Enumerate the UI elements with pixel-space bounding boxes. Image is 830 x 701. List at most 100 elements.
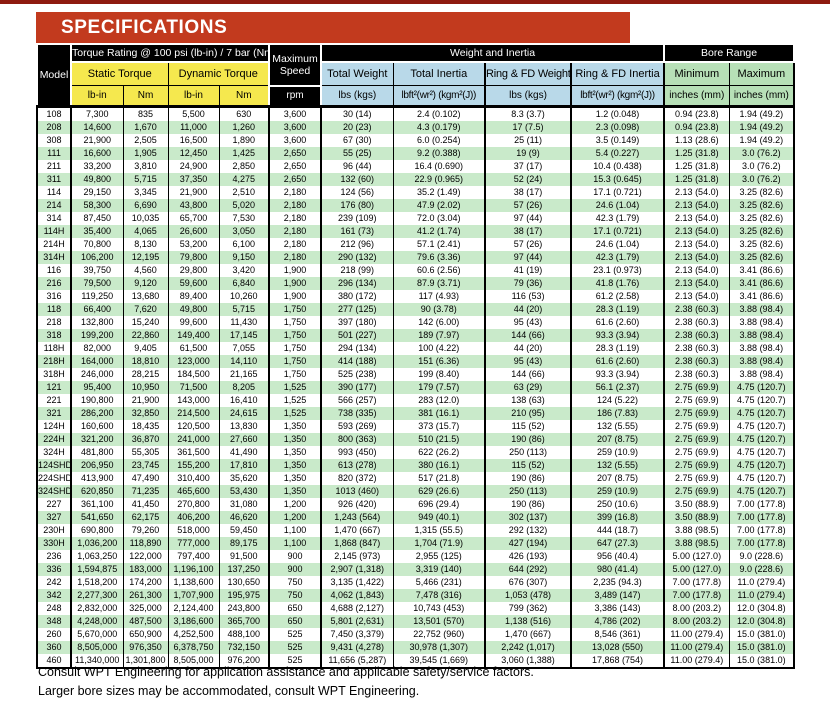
- cell-bore_max: 3.25 (82.6): [728, 224, 795, 238]
- cell-bore_min: 2.38 (60.3): [663, 367, 730, 381]
- cell-rpm: 1,750: [268, 341, 323, 355]
- cell-dynamic_nm: 6,840: [218, 276, 271, 290]
- cell-ring_fd_weight: 210 (95): [484, 406, 573, 420]
- cell-static_nm: 118,890: [122, 536, 169, 550]
- cell-bore_max: 4.75 (120.7): [728, 419, 795, 433]
- cell-total_inertia: 7,478 (316): [392, 588, 487, 602]
- cell-bore_max: 3.41 (86.6): [728, 289, 795, 303]
- cell-bore_max: 7.00 (177.8): [728, 536, 795, 550]
- cell-static_lb_in: 1,594,875: [70, 562, 124, 576]
- cell-bore_min: 11.00 (279.4): [663, 627, 730, 641]
- cell-dynamic_lb_in: 29,800: [167, 263, 220, 277]
- cell-dynamic_lb_in: 5,500: [167, 106, 220, 121]
- cell-rpm: 525: [268, 627, 323, 641]
- table-row: 311 49,800 5,715 37,350 4,275 2,650 132 (60) 22…: [36, 172, 795, 186]
- cell-static_lb_in: 7,300: [70, 106, 124, 121]
- header-weight-and-inertia: Weight and Inertia: [320, 43, 666, 63]
- table-row: 224SHD 413,900 47,490 310,400 35,620 1,350 820…: [36, 471, 795, 485]
- cell-ring_fd_weight: 17 (7.5): [484, 120, 573, 134]
- cell-total_weight: 124 (56): [320, 185, 394, 199]
- cell-static_nm: 976,350: [122, 640, 169, 654]
- cell-dynamic_nm: 4,275: [218, 172, 271, 186]
- cell-model: 218H: [36, 354, 72, 368]
- table-row: 308 21,900 2,505 16,500 1,890 3,600 67 (30) 6.0…: [36, 133, 795, 147]
- cell-static_nm: 15,240: [122, 315, 169, 329]
- cell-model: 342: [36, 588, 72, 602]
- cell-ring_fd_weight: 190 (86): [484, 497, 573, 511]
- cell-ring_fd_weight: 292 (132): [484, 523, 573, 537]
- cell-static_lb_in: 541,650: [70, 510, 124, 524]
- cell-ring_fd_weight: 3,060 (1,388): [484, 653, 573, 668]
- table-row: 216 79,500 9,120 59,600 6,840 1,900 296 (134) 8…: [36, 276, 795, 290]
- cell-dynamic_nm: 59,450: [218, 523, 271, 537]
- cell-total_weight: 132 (60): [320, 172, 394, 186]
- unit-dynamic-lb-in: lb-in: [167, 85, 220, 108]
- cell-ring_fd_inertia: 24.6 (1.04): [570, 237, 666, 251]
- cell-dynamic_nm: 21,165: [218, 367, 271, 381]
- header-bore-range: Bore Range: [663, 43, 796, 63]
- cell-model: 360: [36, 640, 72, 654]
- cell-bore_max: 4.75 (120.7): [728, 484, 795, 498]
- cell-ring_fd_weight: 44 (20): [484, 302, 573, 316]
- cell-rpm: 3,600: [268, 106, 323, 121]
- cell-ring_fd_inertia: 3,489 (147): [570, 588, 666, 602]
- cell-dynamic_nm: 91,500: [218, 549, 271, 563]
- cell-bore_min: 8.00 (203.2): [663, 614, 730, 628]
- cell-dynamic_nm: 130,650: [218, 575, 271, 589]
- cell-bore_min: 8.00 (203.2): [663, 601, 730, 615]
- cell-dynamic_nm: 1,890: [218, 133, 271, 147]
- cell-dynamic_nm: 488,100: [218, 627, 271, 641]
- cell-ring_fd_weight: 250 (113): [484, 445, 573, 459]
- cell-ring_fd_weight: 97 (44): [484, 250, 573, 264]
- cell-dynamic_lb_in: 149,400: [167, 328, 220, 342]
- cell-rpm: 525: [268, 653, 323, 668]
- cell-dynamic_lb_in: 59,600: [167, 276, 220, 290]
- cell-dynamic_nm: 5,020: [218, 198, 271, 212]
- cell-bore_max: 4.75 (120.7): [728, 380, 795, 394]
- cell-bore_min: 2.75 (69.9): [663, 471, 730, 485]
- cell-rpm: 1,750: [268, 315, 323, 329]
- specifications-table: Model Torque Rating @ 100 psi (lb-in) / …: [36, 43, 796, 669]
- table-row: 214H 70,800 8,130 53,200 6,100 2,180 212 (96) 5…: [36, 237, 795, 251]
- cell-static_nm: 62,175: [122, 510, 169, 524]
- header-bore-maximum: Maximum: [728, 61, 795, 86]
- cell-total_weight: 212 (96): [320, 237, 394, 251]
- cell-total_weight: 55 (25): [320, 146, 394, 160]
- cell-total_weight: 926 (420): [320, 497, 394, 511]
- cell-model: 242: [36, 575, 72, 589]
- cell-bore_max: 12.0 (304.8): [728, 601, 795, 615]
- cell-ring_fd_weight: 97 (44): [484, 211, 573, 225]
- cell-bore_min: 1.13 (28.6): [663, 133, 730, 147]
- cell-ring_fd_inertia: 28.3 (1.19): [570, 341, 666, 355]
- table-row: 121 95,400 10,950 71,500 8,205 1,525 390 (177)…: [36, 380, 795, 394]
- cell-bore_max: 3.88 (98.4): [728, 341, 795, 355]
- table-row: 324H 481,800 55,305 361,500 41,490 1,350 993 (…: [36, 445, 795, 459]
- cell-total_inertia: 1,315 (55.5): [392, 523, 487, 537]
- cell-ring_fd_weight: 1,470 (667): [484, 627, 573, 641]
- cell-model: 118H: [36, 341, 72, 355]
- cell-model: 321: [36, 406, 72, 420]
- cell-rpm: 650: [268, 614, 323, 628]
- cell-static_lb_in: 35,400: [70, 224, 124, 238]
- cell-ring_fd_inertia: 1.2 (0.048): [570, 106, 666, 121]
- cell-total_weight: 3,135 (1,422): [320, 575, 394, 589]
- cell-total_weight: 4,062 (1,843): [320, 588, 394, 602]
- cell-bore_min: 5.00 (127.0): [663, 562, 730, 576]
- cell-total_weight: 566 (257): [320, 393, 394, 407]
- cell-dynamic_lb_in: 465,600: [167, 484, 220, 498]
- cell-model: 324H: [36, 445, 72, 459]
- cell-rpm: 1,900: [268, 276, 323, 290]
- cell-model: 324SHD: [36, 484, 72, 498]
- cell-ring_fd_inertia: 2,235 (94.3): [570, 575, 666, 589]
- cell-model: 214H: [36, 237, 72, 251]
- cell-static_lb_in: 321,200: [70, 432, 124, 446]
- table-row: 124H 160,600 18,435 120,500 13,830 1,350 593 (…: [36, 419, 795, 433]
- cell-ring_fd_inertia: 24.6 (1.04): [570, 198, 666, 212]
- cell-rpm: 2,650: [268, 159, 323, 173]
- table-row: 342 2,277,300 261,300 1,707,900 195,975 750 4,…: [36, 588, 795, 602]
- cell-dynamic_lb_in: 797,400: [167, 549, 220, 563]
- cell-ring_fd_inertia: 4,786 (202): [570, 614, 666, 628]
- cell-total_weight: 290 (132): [320, 250, 394, 264]
- cell-ring_fd_inertia: 42.3 (1.79): [570, 250, 666, 264]
- table-row: 330H 1,036,200 118,890 777,000 89,175 1,100 1,…: [36, 536, 795, 550]
